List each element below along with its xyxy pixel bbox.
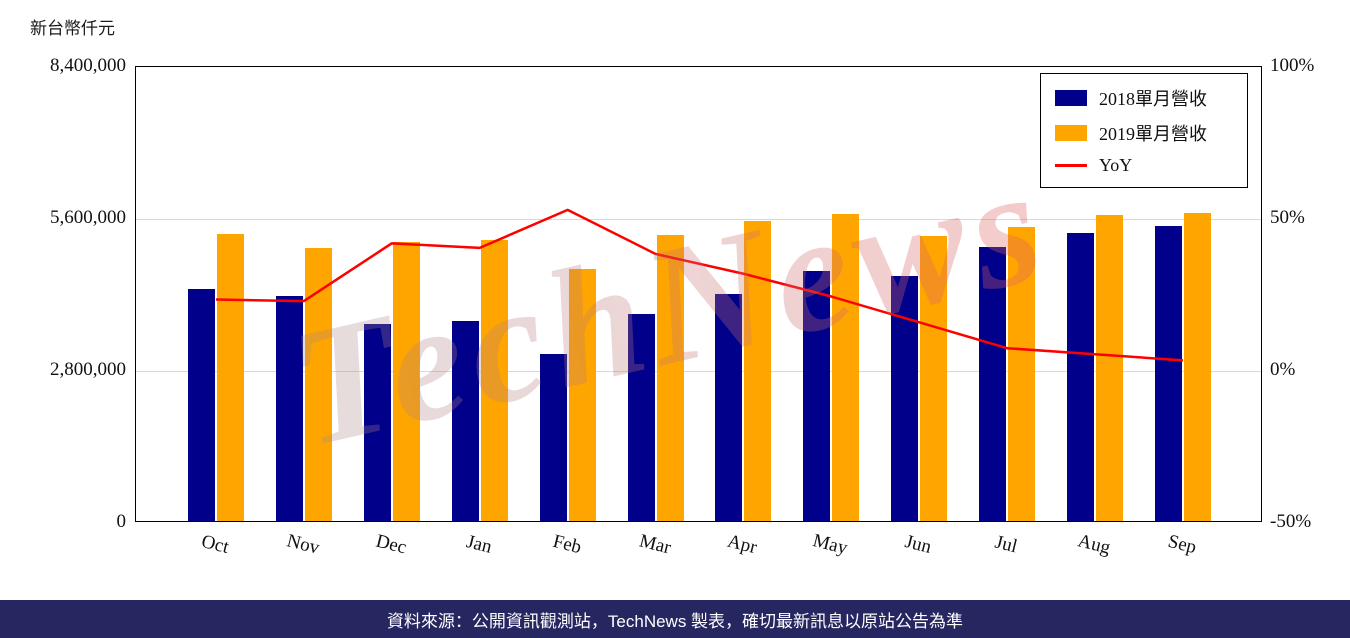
left-axis-unit-label: 新台幣仟元	[30, 19, 115, 38]
y-axis-tick-right: 100%	[1270, 55, 1315, 76]
bar-2018單月營收-Nov	[275, 295, 303, 521]
x-axis-label-Jan: Jan	[464, 531, 494, 558]
bar-2019單月營收-Jul	[1008, 226, 1036, 521]
x-axis-label-Mar: Mar	[636, 530, 673, 559]
source-footer: 資料來源：公開資訊觀測站，TechNews 製表，確切最新訊息以原站公告為準	[0, 600, 1350, 638]
bar-2018單月營收-Mar	[627, 314, 655, 521]
bar-2018單月營收-Dec	[363, 323, 391, 521]
bar-2018單月營收-Feb	[539, 353, 567, 521]
chart-legend: 2018單月營收 2019單月營收 YoY	[1040, 73, 1248, 188]
y-axis-tick-right: 0%	[1270, 359, 1296, 380]
bar-2018單月營收-Jan	[451, 321, 479, 521]
legend-label-2018: 2018單月營收	[1099, 89, 1207, 109]
bar-2018單月營收-May	[803, 271, 831, 521]
y-axis-tick-left: 8,400,000	[50, 55, 126, 76]
x-axis-label-Nov: Nov	[284, 530, 322, 559]
y-axis-tick-left: 0	[116, 511, 127, 532]
bar-2018單月營收-Jun	[891, 276, 919, 521]
x-axis-label-May: May	[811, 530, 850, 559]
bar-2019單月營收-Mar	[656, 234, 684, 521]
x-axis-label-Jul: Jul	[992, 531, 1020, 558]
bar-2019單月營收-May	[832, 214, 860, 521]
x-axis-label-Jun: Jun	[903, 531, 934, 558]
x-axis-label-Oct: Oct	[199, 531, 231, 559]
bar-2019單月營收-Jun	[920, 236, 948, 521]
bar-2019單月營收-Apr	[744, 221, 772, 521]
x-axis-label-Dec: Dec	[373, 530, 409, 559]
bar-2018單月營收-Jul	[979, 246, 1007, 521]
x-axis-label-Apr: Apr	[725, 530, 760, 559]
bar-2018單月營收-Sep	[1155, 226, 1182, 521]
legend-swatch-2018	[1055, 90, 1087, 106]
bar-2019單月營收-Feb	[568, 269, 596, 521]
x-axis-label-Feb: Feb	[550, 530, 584, 559]
bar-2019單月營收-Nov	[304, 247, 332, 521]
bar-2019單月營收-Jan	[480, 239, 508, 521]
legend-swatch-2019	[1055, 125, 1087, 141]
x-axis-label-Aug: Aug	[1075, 530, 1113, 559]
y-axis-tick-right: 50%	[1270, 207, 1305, 228]
gridline	[136, 370, 1261, 372]
x-axis-label-Sep: Sep	[1165, 530, 1199, 559]
y-axis-tick-right: -50%	[1270, 511, 1312, 532]
y-axis-tick-left: 5,600,000	[50, 207, 126, 228]
gridline	[136, 218, 1261, 220]
bar-2019單月營收-Aug	[1096, 215, 1124, 521]
bar-2018單月營收-Oct	[188, 289, 215, 521]
legend-label-2019: 2019單月營收	[1099, 124, 1207, 144]
bar-2019單月營收-Oct	[217, 233, 244, 521]
source-footer-text: 資料來源：公開資訊觀測站，TechNews 製表，確切最新訊息以原站公告為準	[386, 611, 964, 631]
bar-2018單月營收-Aug	[1067, 233, 1095, 521]
bar-2018單月營收-Apr	[715, 294, 743, 521]
legend-item-2018: 2018單月營收	[1041, 83, 1247, 113]
legend-label-yoy: YoY	[1099, 155, 1133, 175]
legend-item-2019: 2019單月營收	[1041, 118, 1247, 148]
bar-2019單月營收-Sep	[1184, 213, 1211, 521]
plot-area: 2018單月營收 2019單月營收 YoY	[135, 66, 1262, 522]
yoy-line	[215, 208, 1184, 362]
legend-line-swatch-yoy	[1055, 164, 1087, 167]
y-axis-tick-left: 2,800,000	[50, 359, 126, 380]
legend-item-yoy: YoY	[1041, 153, 1247, 178]
bar-2019單月營收-Dec	[392, 241, 420, 521]
